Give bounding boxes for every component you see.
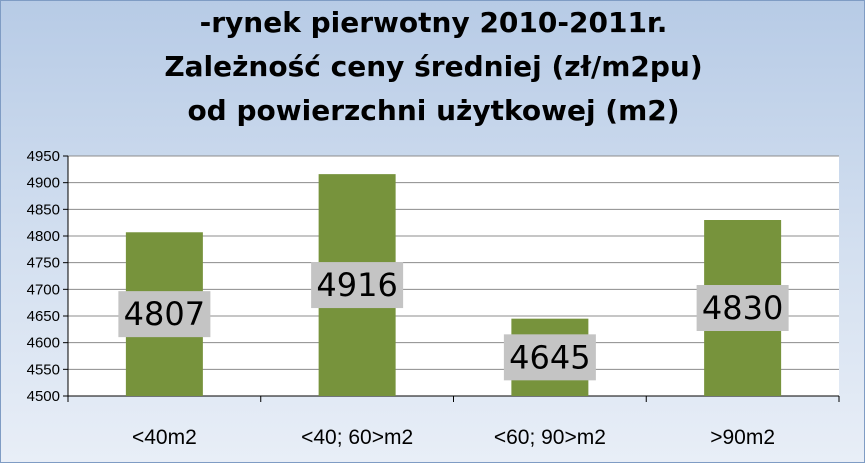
y-tick-label: 4600 xyxy=(27,335,60,352)
y-tick-label: 4550 xyxy=(27,361,60,378)
y-tick-label: 4800 xyxy=(27,228,60,245)
x-category-label: <40; 60>m2 xyxy=(301,426,413,449)
data-label: 4807 xyxy=(124,295,205,333)
x-category-label: <40m2 xyxy=(132,426,197,449)
title-line-1: -rynek pierwotny 2010-2011r. xyxy=(199,6,668,39)
y-tick-label: 4650 xyxy=(27,308,60,325)
data-label-box xyxy=(503,334,596,381)
y-tick-label: 4500 xyxy=(27,388,60,405)
title-line-2: Zależność ceny średniej (zł/m2pu) xyxy=(164,50,703,83)
y-tick-label: 4900 xyxy=(27,175,60,192)
x-category-label: >90m2 xyxy=(710,426,775,449)
data-label: 4916 xyxy=(316,266,397,304)
data-label: 4645 xyxy=(509,338,590,376)
y-tick-label: 4850 xyxy=(27,201,60,218)
title-line-3: od powierzchni użytkowej (m2) xyxy=(187,94,680,127)
data-label: 4830 xyxy=(702,289,783,327)
chart-title: -rynek pierwotny 2010-2011r. Zależność c… xyxy=(1,1,865,133)
data-label-box xyxy=(696,285,789,331)
data-label-box xyxy=(118,291,211,338)
data-label-box xyxy=(311,262,404,309)
y-tick-label: 4750 xyxy=(27,255,60,272)
x-category-label: <60; 90>m2 xyxy=(494,426,606,449)
y-tick-label: 4950 xyxy=(27,148,60,165)
y-tick-label: 4700 xyxy=(27,281,60,298)
